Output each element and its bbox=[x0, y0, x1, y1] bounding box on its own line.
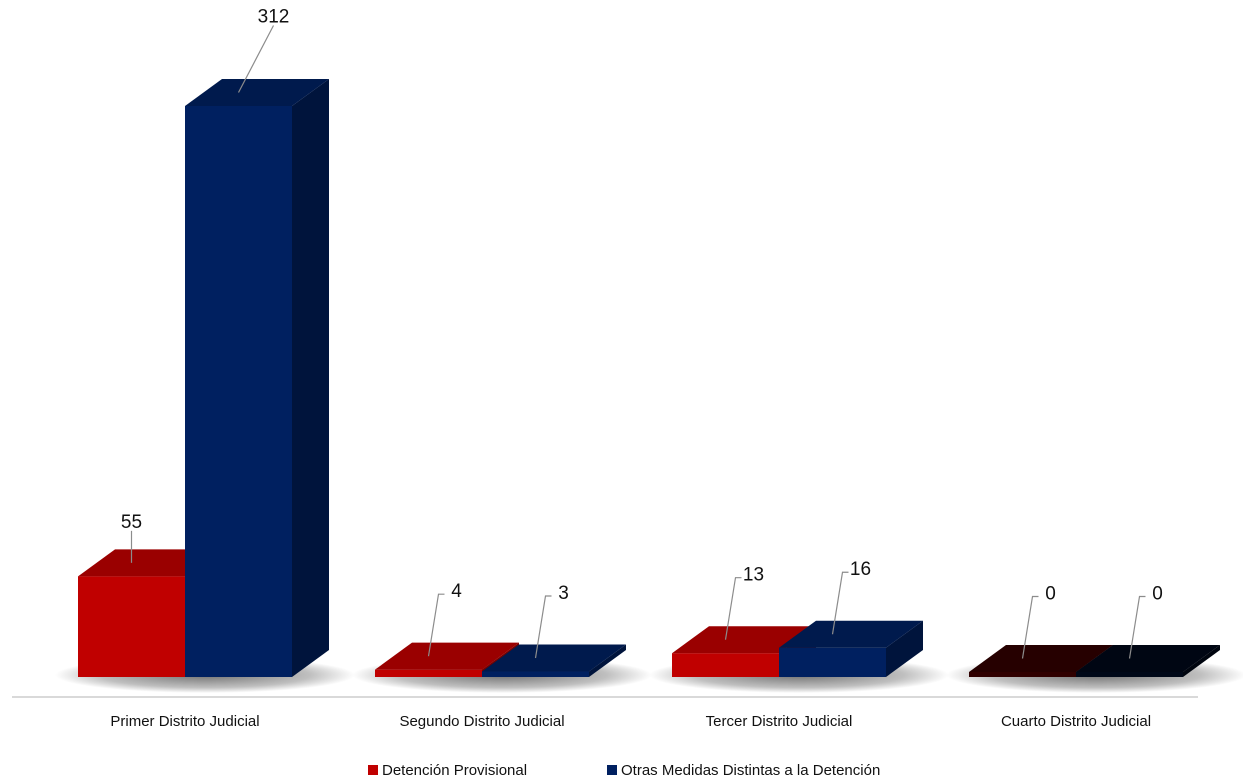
legend-swatch bbox=[368, 765, 378, 775]
bar-top bbox=[779, 620, 923, 648]
category-labels: Primer Distrito Judicial Segundo Distrito… bbox=[110, 713, 1151, 730]
data-label: 4 bbox=[451, 581, 462, 602]
data-labels: 55 312 4 3 13 16 0 0 bbox=[121, 7, 1163, 659]
bar-side bbox=[1183, 645, 1220, 677]
bar-side bbox=[292, 79, 329, 677]
bar bbox=[185, 79, 329, 677]
bar-top bbox=[185, 79, 329, 106]
bar-front bbox=[1076, 672, 1183, 677]
bar-side bbox=[589, 644, 626, 677]
data-label: 13 bbox=[743, 565, 764, 586]
bar-front bbox=[672, 653, 779, 677]
data-label: 312 bbox=[258, 7, 290, 28]
leader-line bbox=[724, 577, 742, 640]
leader-line bbox=[1128, 595, 1146, 659]
data-label: 0 bbox=[1152, 584, 1163, 605]
bar-top bbox=[1076, 645, 1220, 672]
bar-front bbox=[779, 647, 886, 677]
legend-label: Detención Provisional bbox=[382, 762, 527, 779]
bar-side bbox=[886, 620, 923, 677]
leader-line bbox=[237, 25, 275, 93]
bar-front bbox=[78, 576, 185, 677]
data-label: 3 bbox=[558, 583, 569, 604]
leader-line bbox=[831, 571, 849, 635]
bar-front bbox=[185, 106, 292, 677]
bar-front bbox=[482, 671, 589, 677]
bars bbox=[78, 79, 1220, 677]
bar-top bbox=[969, 645, 1113, 672]
data-label: 0 bbox=[1045, 584, 1056, 605]
category-label: Segundo Distrito Judicial bbox=[399, 713, 564, 730]
data-label: 16 bbox=[850, 559, 871, 580]
data-label: 55 bbox=[121, 512, 142, 533]
legend-label: Otras Medidas Distintas a la Detención bbox=[621, 762, 880, 779]
bar bbox=[779, 620, 923, 677]
bar bbox=[482, 644, 626, 677]
category-label: Primer Distrito Judicial bbox=[110, 713, 259, 730]
bar-top bbox=[482, 644, 626, 672]
leader-line bbox=[1021, 595, 1039, 659]
category-label: Tercer Distrito Judicial bbox=[706, 713, 853, 730]
legend: Detención Provisional Otras Medidas Disti… bbox=[368, 762, 880, 779]
legend-swatch bbox=[607, 765, 617, 775]
category-label: Cuarto Distrito Judicial bbox=[1001, 713, 1151, 730]
bar-front bbox=[375, 669, 482, 677]
bar bbox=[1076, 645, 1220, 677]
leader-line bbox=[534, 595, 552, 659]
bar-front bbox=[969, 672, 1076, 677]
leader-line bbox=[427, 593, 445, 657]
bar-top bbox=[375, 642, 519, 670]
bar-top bbox=[672, 626, 816, 654]
